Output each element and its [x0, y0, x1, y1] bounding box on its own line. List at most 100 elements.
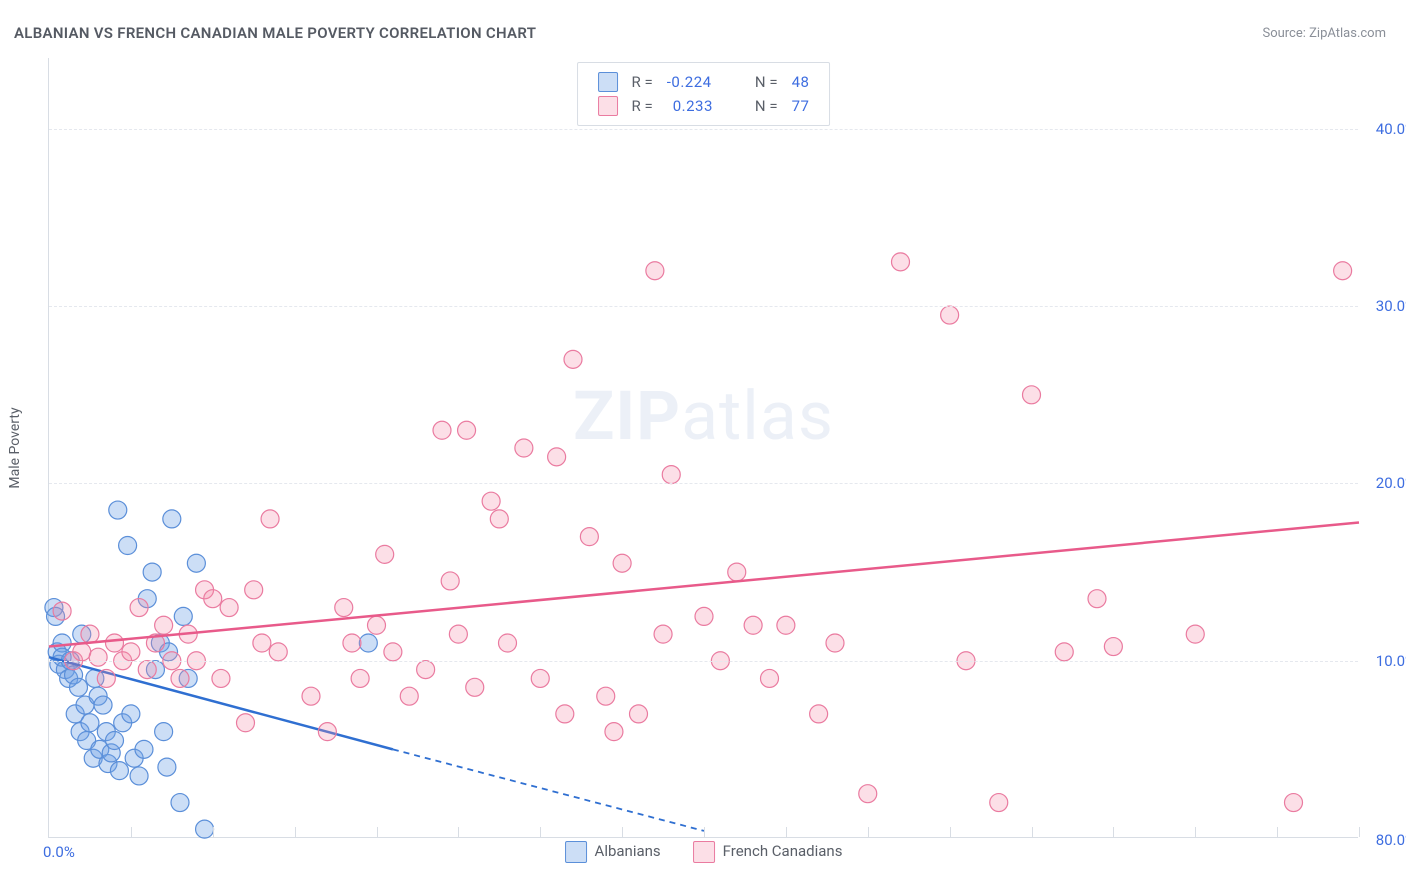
plot-svg	[49, 58, 1358, 837]
data-point	[728, 563, 746, 581]
x-tick	[131, 827, 132, 837]
data-point	[155, 616, 173, 634]
plot-area: Male Poverty ZIPatlas R = -0.224 N = 48 …	[48, 58, 1358, 838]
data-point	[605, 723, 623, 741]
legend-row-french: R = 0.233 N = 77	[592, 95, 816, 117]
y-axis-label: Male Poverty	[7, 407, 23, 488]
data-point	[69, 678, 87, 696]
data-point	[237, 714, 255, 732]
data-point	[302, 687, 320, 705]
data-point	[826, 634, 844, 652]
data-point	[196, 820, 214, 838]
data-point	[564, 350, 582, 368]
n-value-french: 77	[786, 95, 816, 117]
x-tick	[786, 827, 787, 837]
data-point	[744, 616, 762, 634]
data-point	[73, 643, 91, 661]
data-point	[53, 602, 71, 620]
data-point	[515, 439, 533, 457]
x-tick	[377, 827, 378, 837]
legend-row-albanians: R = -0.224 N = 48	[592, 71, 816, 93]
data-point	[138, 661, 156, 679]
series-legend: Albanians French Canadians	[565, 841, 843, 863]
x-tick	[1032, 827, 1033, 837]
data-point	[122, 643, 140, 661]
x-tick	[1113, 827, 1114, 837]
x-tick	[1359, 827, 1360, 837]
data-point	[761, 669, 779, 687]
data-point	[662, 466, 680, 484]
data-point	[548, 448, 566, 466]
data-point	[245, 581, 263, 599]
swatch-albanians-icon	[565, 841, 587, 863]
data-point	[777, 616, 795, 634]
data-point	[106, 634, 124, 652]
x-tick	[295, 827, 296, 837]
trend-line-dashed	[393, 749, 704, 831]
data-point	[158, 758, 176, 776]
source-label: Source: ZipAtlas.com	[1262, 26, 1386, 41]
data-point	[384, 643, 402, 661]
data-point	[400, 687, 418, 705]
x-max-label: 80.0%	[1376, 831, 1406, 849]
data-point	[253, 634, 271, 652]
data-point	[335, 599, 353, 617]
data-point	[171, 669, 189, 687]
gridline	[49, 661, 1358, 662]
y-tick-label: 30.0%	[1366, 297, 1406, 315]
r-label: R =	[626, 71, 659, 93]
data-point	[130, 767, 148, 785]
data-point	[859, 785, 877, 803]
data-point	[466, 678, 484, 696]
y-tick-label: 40.0%	[1366, 120, 1406, 138]
correlation-legend: R = -0.224 N = 48 R = 0.233 N = 77	[577, 62, 831, 126]
data-point	[155, 723, 173, 741]
x-tick	[868, 827, 869, 837]
gridline	[49, 129, 1358, 130]
y-tick-label: 20.0%	[1366, 474, 1406, 492]
data-point	[433, 421, 451, 439]
data-point	[143, 563, 161, 581]
trend-line	[49, 522, 1359, 646]
data-point	[212, 669, 230, 687]
data-point	[81, 625, 99, 643]
x-tick	[704, 827, 705, 837]
data-point	[1334, 262, 1352, 280]
data-point	[89, 648, 107, 666]
data-point	[990, 794, 1008, 812]
x-origin-label: 0.0%	[43, 843, 75, 861]
x-tick	[1277, 827, 1278, 837]
data-point	[110, 762, 128, 780]
r-label: R =	[626, 95, 659, 117]
data-point	[376, 545, 394, 563]
swatch-albanians-icon	[598, 72, 618, 92]
data-point	[499, 634, 517, 652]
r-value-albanians: -0.224	[661, 71, 719, 93]
data-point	[163, 510, 181, 528]
y-tick-label: 10.0%	[1366, 652, 1406, 670]
data-point	[597, 687, 615, 705]
series-label-french: French Canadians	[723, 842, 843, 860]
data-point	[1285, 794, 1303, 812]
swatch-french-icon	[693, 841, 715, 863]
data-point	[441, 572, 459, 590]
data-point	[654, 625, 672, 643]
n-label: N =	[749, 71, 784, 93]
x-tick	[950, 827, 951, 837]
x-tick	[540, 827, 541, 837]
data-point	[892, 253, 910, 271]
legend-item-albanians: Albanians	[565, 841, 661, 863]
data-point	[220, 599, 238, 617]
data-point	[343, 634, 361, 652]
x-tick	[1195, 827, 1196, 837]
data-point	[1104, 638, 1122, 656]
data-point	[109, 501, 127, 519]
data-point	[318, 723, 336, 741]
data-point	[1055, 643, 1073, 661]
legend-item-french: French Canadians	[693, 841, 843, 863]
data-point	[368, 616, 386, 634]
data-point	[94, 696, 112, 714]
data-point	[97, 669, 115, 687]
data-point	[613, 554, 631, 572]
data-point	[630, 705, 648, 723]
